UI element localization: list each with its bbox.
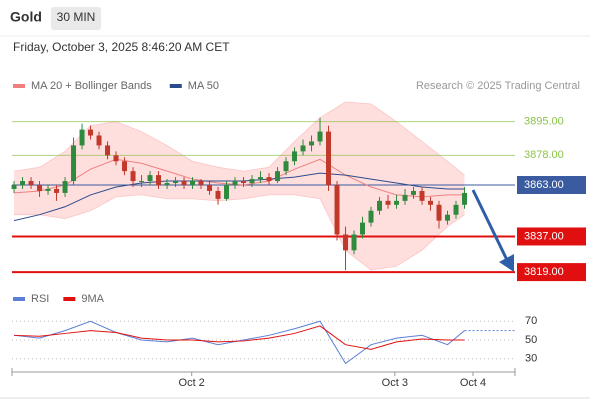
level-label: 3878.00	[524, 149, 564, 161]
candle-body	[317, 131, 323, 142]
legend-swatch	[13, 297, 25, 301]
candle-body	[105, 145, 111, 156]
candle-body	[198, 181, 204, 186]
candle-body	[20, 181, 26, 186]
candle-body	[215, 190, 221, 199]
level-label: 3837.00	[524, 230, 564, 242]
candle-body	[419, 190, 425, 201]
candle-body	[453, 204, 459, 215]
credit: Research © 2025 Trading Central	[416, 80, 580, 92]
level-label: 3819.00	[524, 266, 564, 278]
x-tick-label: Oct 4	[460, 377, 486, 389]
candle-body	[147, 175, 153, 182]
candle-body	[402, 194, 408, 201]
candle-body	[351, 234, 357, 251]
candle-body	[224, 185, 230, 199]
candle-body	[71, 145, 77, 182]
level-box	[517, 176, 586, 195]
y-tick-label: 70	[525, 315, 537, 327]
legend-label: RSI	[31, 293, 49, 305]
y-tick-label: 30	[525, 353, 537, 365]
candle-body	[28, 181, 34, 186]
forecast-arrow	[471, 189, 509, 261]
candle-body	[113, 155, 119, 162]
candle-body	[462, 192, 468, 205]
level-box	[517, 263, 586, 282]
candle-body	[96, 135, 102, 146]
legend-swatch	[169, 84, 182, 88]
indicator-line	[14, 325, 465, 350]
bollinger-band	[14, 101, 465, 271]
candle-body	[377, 200, 383, 211]
candle-body	[360, 222, 366, 235]
candle-body	[385, 200, 391, 205]
legend-label: MA 50	[188, 80, 219, 92]
candle-body	[436, 204, 442, 221]
legend-label: 9MA	[81, 293, 104, 305]
interval-button[interactable]	[51, 7, 101, 30]
candle-body	[411, 190, 417, 195]
level-label: 3895.00	[524, 116, 564, 128]
indicator-line	[13, 320, 465, 365]
candle-body	[275, 171, 281, 182]
candle-body	[241, 181, 247, 184]
candle-body	[181, 181, 187, 186]
level-label: 3863.00	[524, 179, 564, 191]
candle-body	[122, 161, 128, 172]
candle-body	[139, 181, 145, 183]
candle-body	[232, 181, 238, 186]
candle-body	[326, 131, 332, 186]
x-tick-label: Oct 3	[382, 377, 408, 389]
timestamp: Friday, October 3, 2025 8:46:20 AM CET	[13, 40, 230, 54]
forecast-arrowhead	[499, 254, 514, 272]
candle-body	[88, 129, 94, 136]
candle-body	[292, 151, 298, 162]
candle-body	[45, 188, 51, 191]
legend-label: MA 20 + Bollinger Bands	[31, 80, 152, 92]
candle-body	[249, 179, 255, 184]
level-box	[517, 227, 586, 246]
candle-body	[368, 210, 374, 223]
candle-body	[445, 214, 451, 221]
candle-body	[164, 183, 170, 186]
candle-body	[37, 185, 43, 191]
legend-swatch	[13, 84, 25, 88]
candle-body	[207, 185, 213, 191]
candle-body	[428, 200, 434, 205]
candle-body	[54, 188, 60, 193]
candle-body	[11, 185, 17, 189]
candle-body	[334, 185, 340, 235]
candle-body	[394, 200, 400, 205]
candle-body	[266, 177, 272, 182]
bollinger-lower	[14, 194, 465, 271]
legend-swatch	[63, 297, 76, 301]
candle-body	[62, 181, 68, 193]
candle-body	[283, 161, 289, 172]
x-tick-label: Oct 2	[179, 377, 205, 389]
candle-body	[173, 181, 179, 184]
candle-body	[343, 234, 349, 251]
candle-body	[190, 181, 196, 186]
candle-body	[258, 177, 264, 180]
candle-body	[309, 141, 315, 146]
interval-label[interactable]: 30 MIN	[57, 10, 96, 24]
candle-body	[156, 175, 162, 186]
candle-body	[79, 129, 85, 146]
candle-body	[130, 171, 136, 182]
y-tick-label: 50	[525, 334, 537, 346]
symbol: Gold	[10, 9, 42, 25]
candle-body	[300, 145, 306, 152]
